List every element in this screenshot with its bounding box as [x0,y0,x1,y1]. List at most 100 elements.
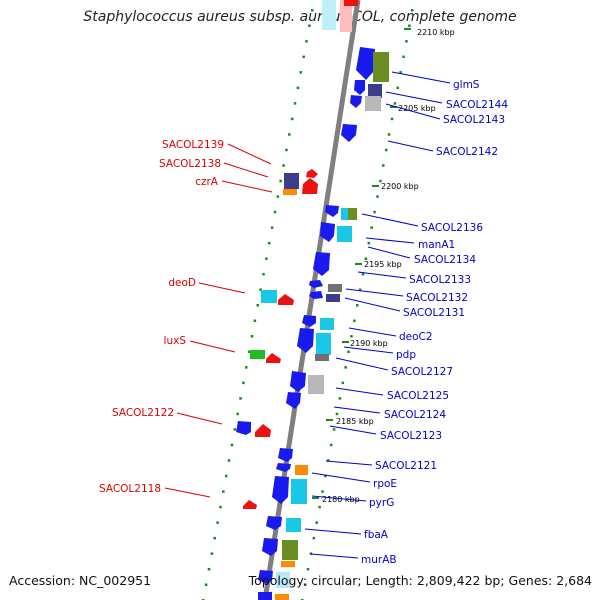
gene-feature-cyan [276,572,290,588]
gene-label-fbaA: fbaA [364,529,389,541]
reverse-gene-labels: SACOL2139 SACOL2138 czrA deoD luxS SACOL… [99,139,273,498]
ring-dot [405,40,408,43]
ring-dot [270,226,274,229]
gene-label-SACOL2125: SACOL2125 [387,390,449,402]
gene-label-glmS: glmS [453,79,480,91]
ring-dot [332,428,336,431]
ring-dot [327,459,330,462]
ring-dot [222,490,225,493]
ring-dot [396,86,400,90]
ring-dot [303,583,307,586]
gene-label-SACOL2122: SACOL2122 [112,407,174,419]
ring-dot [370,226,373,229]
ring-dot [382,164,385,167]
ring-dot [367,241,371,245]
gene-arrow-blue [258,570,273,584]
tick-label: 2200 kbp [381,182,419,191]
gene-label-SACOL2136: SACOL2136 [421,222,483,234]
gene-arrow-blue [309,291,323,299]
gene-feature-cyan [316,333,331,355]
ring-dot [242,381,245,385]
gene-arrow-red [306,169,318,178]
ring-dot [321,490,324,493]
gene-label-SACOL2123: SACOL2123 [380,430,442,442]
gene-arrow-red [278,294,294,305]
ring-dot [376,195,379,198]
gene-label-murAB: murAB [361,554,397,566]
ring-dot [311,9,314,12]
ring-dot [312,536,316,540]
label-leader [325,460,373,466]
gene-arrow-red [266,353,281,363]
ring-dot [373,210,376,214]
ring-dot [318,505,321,509]
ring-dot [239,397,242,400]
gene-feature-navy [284,173,299,189]
label-leader [335,387,384,396]
ring-dot [344,366,347,369]
gene-arrow-red [255,424,271,437]
ring-dot [358,288,362,291]
ring-dot [353,319,356,323]
gene-label-luxS: luxS [164,335,187,347]
gene-feature-orange [283,189,297,195]
gene-arrow-red [302,178,318,194]
gene-arrow-blue [313,252,330,276]
gene-label-SACOL2133: SACOL2133 [409,274,471,286]
label-leader [189,340,236,353]
gene-feature-orange [275,594,289,600]
gene-features [236,0,389,600]
ring-dot [267,241,271,245]
ring-dot [276,195,280,198]
gene-arrow-blue [320,222,335,242]
gene-label-pyrG: pyrG [369,497,394,509]
gene-label-SACOL2139: SACOL2139 [162,139,224,151]
gene-label-SACOL2121: SACOL2121 [375,460,437,472]
ring-dot [408,24,411,28]
ring-dot [279,179,282,183]
ring-dot [250,335,254,338]
ring-dot [315,521,318,524]
ring-dot [411,9,414,12]
gene-arrow-blue [278,448,293,462]
gene-arrow-blue [262,538,278,556]
gene-arrow-blue [309,280,323,288]
ring-dot [227,459,231,462]
gene-label-rpoE: rpoE [373,478,397,490]
label-leader [385,103,441,120]
gene-feature-red [344,0,358,6]
gene-arrow-blue [286,392,301,409]
label-leader [367,246,411,259]
gene-arrow-blue [276,463,291,472]
gene-arrow-red [243,500,257,509]
ring-dot [273,210,277,214]
gene-arrow-blue [266,516,282,530]
kbp-ticks: 2210 kbp 2205 kbp 2200 kbp 2195 kbp 2190… [312,28,455,504]
gene-feature-green [250,350,265,359]
label-leader [223,162,269,178]
label-leader [345,288,404,297]
label-leader [310,553,359,559]
ring-dot [402,55,405,59]
ring-dot [245,366,248,369]
gene-feature-olive [373,52,389,82]
ring-dot [219,505,222,509]
gene-label-SACOL2143: SACOL2143 [443,114,505,126]
gene-label-pdp: pdp [396,349,416,361]
gene-feature-cyan [261,290,277,303]
gene-feature-cyan [337,226,352,242]
tick-label: 2195 kbp [364,260,402,269]
label-leader [221,180,273,193]
ring-dot [384,148,388,152]
label-leader [304,528,362,535]
ring-dot [324,474,327,478]
ring-dot [393,102,397,105]
gene-feature-gray [308,375,324,394]
tick-label: 2185 kbp [336,417,374,426]
gene-arrow-blue [354,80,365,95]
ring-dot [296,86,300,90]
gene-arrow-blue [341,124,357,142]
gene-label-deoC2: deoC2 [399,331,433,343]
topology-text: Topology: circular; Length: 2,809,422 bp… [248,573,592,588]
